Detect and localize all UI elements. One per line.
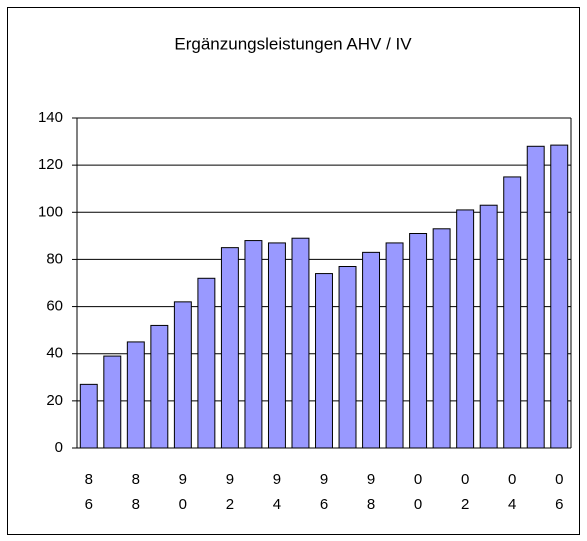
bar [456, 209, 475, 449]
bar [150, 324, 169, 449]
y-tick-label: 100 [38, 203, 63, 220]
bar [503, 176, 522, 449]
bar [173, 301, 192, 449]
y-tick-label: 80 [46, 250, 63, 267]
bar [244, 240, 263, 449]
bar [220, 247, 239, 449]
bar [338, 266, 357, 449]
y-tick-label: 0 [55, 439, 63, 456]
bar [526, 145, 545, 449]
bar [267, 242, 286, 449]
bar [479, 204, 498, 449]
bar [103, 355, 122, 449]
bar [315, 273, 333, 449]
bar [385, 242, 404, 449]
y-tick-label: 20 [46, 392, 63, 409]
bar [197, 277, 216, 449]
bar [79, 383, 98, 449]
y-tick-label: 140 [38, 109, 63, 126]
chart-title: Ergänzungsleistungen AHV / IV [174, 34, 412, 53]
y-tick-label: 40 [46, 345, 63, 362]
y-tick-label: 120 [38, 156, 63, 173]
bar [291, 237, 310, 449]
bar [362, 251, 381, 449]
bar [550, 144, 569, 449]
bar [409, 233, 428, 449]
bar [126, 341, 145, 449]
bar [432, 228, 451, 449]
y-tick-label: 60 [46, 298, 63, 315]
